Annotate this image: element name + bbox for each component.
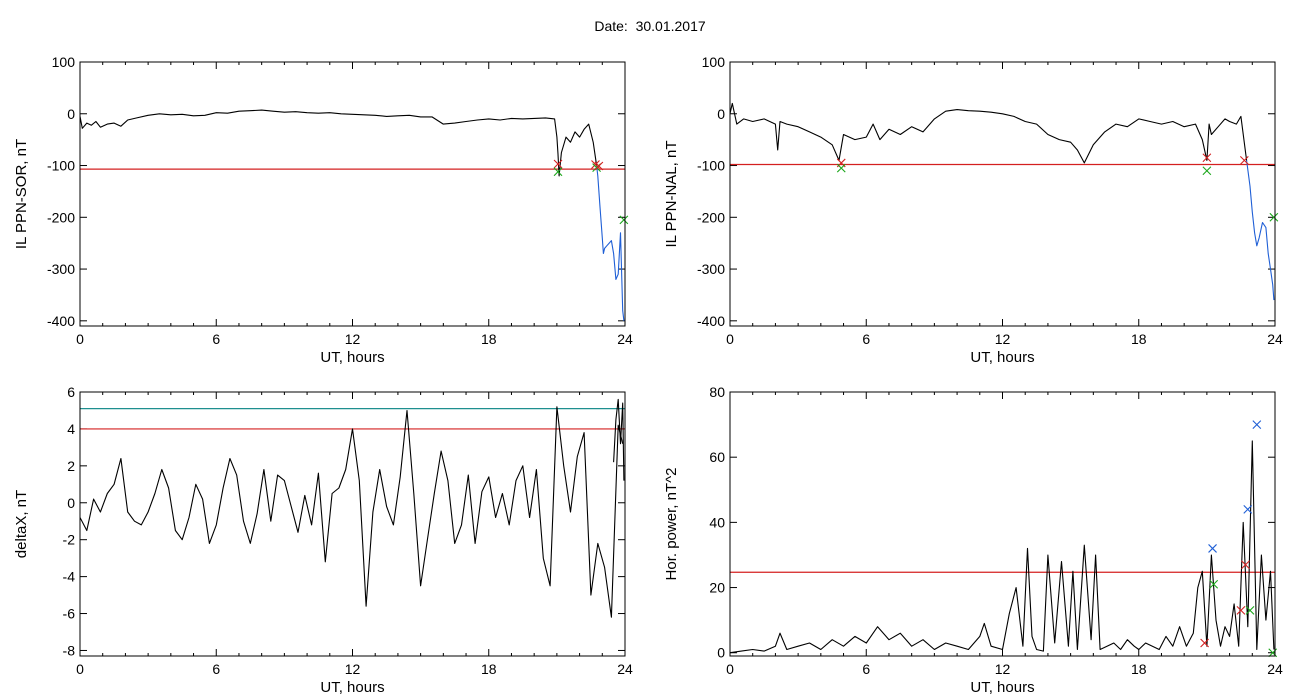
- series-line-1: [1246, 160, 1275, 301]
- chart-il-sor: 0 6 12 18 24 100 0 -100 -200 -300 -400 UT, hours IL …: [13, 54, 633, 366]
- y-tick-label: 100: [52, 54, 76, 70]
- x-tick-label: 0: [76, 331, 84, 347]
- event-marker: [1202, 153, 1212, 163]
- event-marker: [619, 215, 629, 225]
- x-tick-label: 18: [481, 331, 497, 347]
- event-marker: [1202, 166, 1212, 176]
- event-marker: [1208, 544, 1217, 553]
- y-tick-label: -400: [697, 313, 725, 329]
- series-line-0: [730, 102, 1248, 164]
- series-line-0: [80, 406, 624, 618]
- x-tick-label: 12: [345, 331, 361, 347]
- series-line-1: [596, 165, 625, 321]
- y-tick-label: -300: [47, 261, 75, 277]
- y-tick-label: 100: [702, 54, 726, 70]
- y-tick-label: -4: [63, 569, 76, 585]
- chart-deltax: 0 6 12 18 24 6 4 2 0 -2 -4 -6 -8 UT, hours deltaX, nT: [13, 384, 633, 696]
- event-marker: [1236, 605, 1246, 615]
- x-tick-label: 6: [212, 661, 220, 677]
- x-tick-label: 24: [617, 331, 633, 347]
- event-marker: [1241, 560, 1250, 570]
- x-tick-label: 24: [1267, 331, 1283, 347]
- x-tick-label: 0: [76, 661, 84, 677]
- y-tick-label: 20: [709, 580, 725, 596]
- y-tick-label: 0: [717, 645, 725, 661]
- event-marker: [1209, 579, 1219, 589]
- x-tick-label: 0: [726, 331, 734, 347]
- y-tick-label: 4: [67, 421, 75, 437]
- y-tick-label: 0: [717, 106, 725, 122]
- event-marker: [836, 163, 846, 173]
- plot-frame: [729, 391, 1276, 657]
- x-tick-label: 6: [212, 331, 220, 347]
- y-tick-label: -100: [47, 158, 75, 174]
- y-axis-label: deltaX, nT: [13, 490, 30, 558]
- x-tick-label: 6: [862, 661, 870, 677]
- y-axis-label: Hor. power, nT^2: [663, 468, 680, 581]
- x-tick-label: 12: [345, 661, 361, 677]
- chart-hor-power: 0 6 12 18 24 80 60 40 20 0 UT, hours Hor. power, nT…: [663, 384, 1283, 696]
- event-marker: [1245, 605, 1255, 615]
- figure-title: Date: 30.01.2017: [0, 18, 1300, 34]
- y-tick-label: 60: [709, 449, 725, 465]
- plot-frame: [729, 61, 1276, 327]
- y-axis-label: IL PPN-SOR, nT: [13, 139, 30, 249]
- series-line-0: [80, 109, 598, 177]
- y-axis-label: IL PPN-NAL, nT: [663, 141, 680, 248]
- x-tick-label: 6: [862, 331, 870, 347]
- series-line-1: [613, 398, 625, 481]
- y-tick-label: -100: [697, 158, 725, 174]
- y-tick-label: -8: [63, 642, 76, 658]
- y-tick-label: -200: [697, 209, 725, 225]
- y-tick-label: 0: [67, 106, 75, 122]
- x-axis-label: UT, hours: [970, 679, 1034, 696]
- plot-frame: [79, 391, 626, 657]
- event-marker: [553, 167, 563, 177]
- event-marker: [1200, 638, 1209, 648]
- event-marker: [1252, 420, 1262, 429]
- event-marker: [1269, 212, 1279, 222]
- y-tick-label: -400: [47, 313, 75, 329]
- y-tick-label: 2: [67, 458, 75, 474]
- y-tick-label: 80: [709, 384, 725, 400]
- y-tick-label: -200: [47, 209, 75, 225]
- y-tick-label: -6: [63, 606, 76, 622]
- chart-il-nal: 0 6 12 18 24 100 0 -100 -200 -300 -400 UT, hours IL …: [663, 54, 1283, 366]
- x-tick-label: 24: [1267, 661, 1283, 677]
- x-axis-label: UT, hours: [970, 349, 1034, 366]
- y-tick-label: 6: [67, 384, 75, 400]
- event-marker: [594, 161, 604, 171]
- x-tick-label: 0: [726, 661, 734, 677]
- plot-frame: [79, 61, 626, 327]
- x-tick-label: 12: [995, 661, 1011, 677]
- y-tick-label: 0: [67, 495, 75, 511]
- x-tick-label: 12: [995, 331, 1011, 347]
- date-value: 30.01.2017: [635, 18, 706, 34]
- event-marker: [1243, 504, 1253, 514]
- y-tick-label: 40: [709, 514, 725, 530]
- y-tick-label: -300: [697, 261, 725, 277]
- date-label: Date:: [594, 18, 628, 34]
- y-tick-label: -2: [63, 532, 76, 548]
- x-tick-label: 18: [1131, 331, 1147, 347]
- x-axis-label: UT, hours: [320, 349, 384, 366]
- event-marker: [1239, 155, 1249, 165]
- x-tick-label: 18: [1131, 661, 1147, 677]
- x-tick-label: 18: [481, 661, 497, 677]
- series-line-0: [730, 440, 1275, 654]
- x-axis-label: UT, hours: [320, 679, 384, 696]
- x-tick-label: 24: [617, 661, 633, 677]
- event-marker: [553, 159, 563, 169]
